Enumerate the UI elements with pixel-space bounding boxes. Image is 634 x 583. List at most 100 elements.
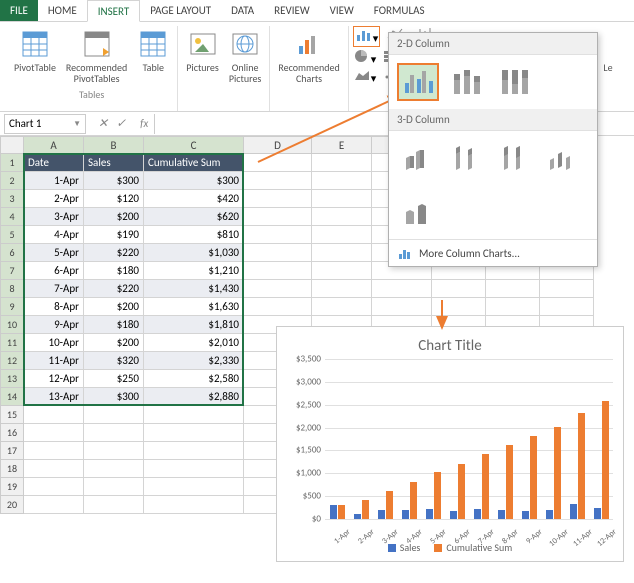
bar-group-1[interactable]: 2-Apr [349,359,373,519]
cell-D4[interactable] [244,208,312,226]
cell-C7[interactable]: $1,210 [144,262,244,280]
bar-group-9[interactable]: 10-Apr [541,359,565,519]
cell-D8[interactable] [244,280,312,298]
row-header-12[interactable]: 12 [0,352,24,370]
opt-clustered-column[interactable] [397,63,439,101]
opt-100-stacked-column[interactable] [493,63,535,101]
opt-3d-100-stacked[interactable] [493,139,535,177]
cell-B1[interactable]: Sales [84,154,144,172]
cell-C3[interactable]: $420 [144,190,244,208]
bar-cum-6[interactable] [482,454,489,519]
cell-B15[interactable] [84,406,144,424]
btn-online-pictures[interactable]: OnlinePictures [225,26,266,86]
chart-title[interactable]: Chart Title [277,327,623,359]
cell-G8[interactable] [432,280,486,298]
row-header-17[interactable]: 17 [0,442,24,460]
bar-group-4[interactable]: 5-Apr [421,359,445,519]
row-header-3[interactable]: 3 [0,190,24,208]
bar-sales-9[interactable] [546,510,553,519]
cell-E2[interactable] [312,172,372,190]
bar-sales-1[interactable] [354,514,361,519]
cell-A13[interactable]: 12-Apr [24,370,84,388]
opt-stacked-column[interactable] [445,63,487,101]
btn-recommended-pivot[interactable]: RecommendedPivotTables [62,26,131,86]
cell-I8[interactable] [540,280,594,298]
cell-B20[interactable] [84,496,144,514]
tab-home[interactable]: HOME [38,0,87,21]
row-header-11[interactable]: 11 [0,334,24,352]
cell-C18[interactable] [144,460,244,478]
cell-B7[interactable]: $180 [84,262,144,280]
bar-sales-7[interactable] [498,510,505,519]
name-box[interactable]: Chart 1 ▼ [4,114,86,134]
cell-A5[interactable]: 4-Apr [24,226,84,244]
row-header-6[interactable]: 6 [0,244,24,262]
tab-formulas[interactable]: FORMULAS [364,0,435,21]
cell-A12[interactable]: 11-Apr [24,352,84,370]
cell-F8[interactable] [372,280,432,298]
cell-B6[interactable]: $220 [84,244,144,262]
btn-table[interactable]: Table [133,26,173,86]
cell-A8[interactable]: 7-Apr [24,280,84,298]
pie-chart-icon[interactable]: ▾ [353,49,377,66]
cell-C13[interactable]: $2,580 [144,370,244,388]
cell-B4[interactable]: $200 [84,208,144,226]
cell-A2[interactable]: 1-Apr [24,172,84,190]
col-header-B[interactable]: B [84,136,144,154]
bar-sales-3[interactable] [402,510,409,519]
enter-formula-icon[interactable]: ✓ [116,116,126,131]
dd-more-charts[interactable]: More Column Charts... [389,239,597,266]
btn-pictures[interactable]: Pictures [182,26,223,86]
cell-C6[interactable]: $1,030 [144,244,244,262]
bar-cum-11[interactable] [602,401,609,519]
cell-B14[interactable]: $300 [84,388,144,406]
cell-E6[interactable] [312,244,372,262]
cell-C10[interactable]: $1,810 [144,316,244,334]
cell-F9[interactable] [372,298,432,316]
col-header-E[interactable]: E [312,136,372,154]
cell-A3[interactable]: 2-Apr [24,190,84,208]
bar-group-6[interactable]: 7-Apr [469,359,493,519]
btn-recommended-charts[interactable]: RecommendedCharts [274,26,343,86]
row-header-18[interactable]: 18 [0,460,24,478]
row-header-2[interactable]: 2 [0,172,24,190]
row-header-7[interactable]: 7 [0,262,24,280]
cell-B10[interactable]: $180 [84,316,144,334]
cell-D3[interactable] [244,190,312,208]
bar-cum-1[interactable] [362,500,369,519]
bar-sales-2[interactable] [378,510,385,519]
cell-A19[interactable] [24,478,84,496]
bar-sales-4[interactable] [426,509,433,519]
bar-sales-11[interactable] [594,508,601,519]
cell-C2[interactable]: $300 [144,172,244,190]
bar-group-8[interactable]: 9-Apr [517,359,541,519]
bar-cum-5[interactable] [458,464,465,519]
bar-cum-0[interactable] [338,505,345,519]
tab-view[interactable]: VIEW [320,0,364,21]
opt-3d-stacked[interactable] [445,139,487,177]
chart-legend[interactable]: Sales Cumulative Sum [277,519,623,554]
cell-E5[interactable] [312,226,372,244]
cell-D1[interactable] [244,154,312,172]
cell-D6[interactable] [244,244,312,262]
cell-A7[interactable]: 6-Apr [24,262,84,280]
cell-B3[interactable]: $120 [84,190,144,208]
cell-D5[interactable] [244,226,312,244]
cell-E7[interactable] [312,262,372,280]
cell-C17[interactable] [144,442,244,460]
row-header-13[interactable]: 13 [0,370,24,388]
cell-C4[interactable]: $620 [144,208,244,226]
cell-C12[interactable]: $2,330 [144,352,244,370]
bar-group-11[interactable]: 12-Apr [589,359,613,519]
bar-group-0[interactable]: 1-Apr [325,359,349,519]
cell-E9[interactable] [312,298,372,316]
bar-cum-2[interactable] [386,491,393,519]
cell-C16[interactable] [144,424,244,442]
cell-C9[interactable]: $1,630 [144,298,244,316]
bar-sales-6[interactable] [474,509,481,519]
cell-A20[interactable] [24,496,84,514]
cell-A6[interactable]: 5-Apr [24,244,84,262]
cell-A1[interactable]: Date [24,154,84,172]
cell-A10[interactable]: 9-Apr [24,316,84,334]
fx-icon[interactable]: fx [134,117,154,130]
